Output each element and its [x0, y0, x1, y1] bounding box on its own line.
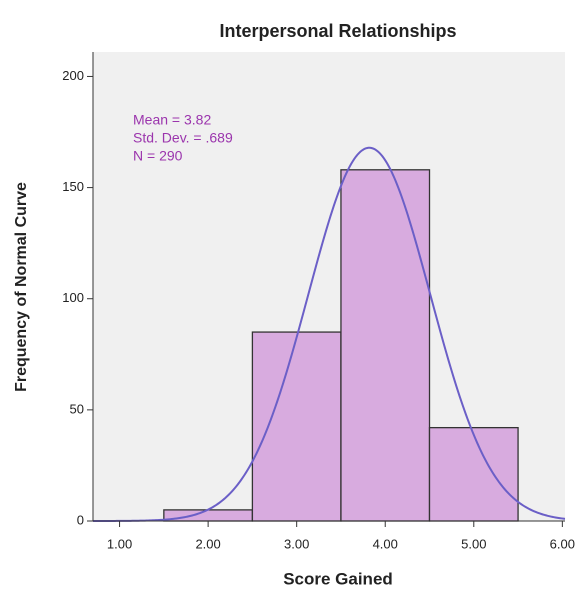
y-tick-label: 50	[70, 401, 84, 416]
stat-annotation: Std. Dev. = .689	[133, 130, 233, 146]
y-tick-label: 100	[62, 290, 84, 305]
x-axis-label: Score Gained	[283, 569, 393, 588]
stat-annotation: N = 290	[133, 148, 183, 164]
stat-annotation: Mean = 3.82	[133, 112, 211, 128]
normal-curve	[93, 146, 566, 522]
y-tick-label: 150	[62, 179, 84, 194]
bar	[428, 426, 519, 522]
y-axis-label: Frequency of Normal Curve	[13, 182, 30, 392]
bar	[340, 169, 431, 522]
x-tick-label: 4.00	[373, 536, 398, 551]
bar	[251, 331, 342, 522]
x-tick-label: 6.00	[550, 536, 575, 551]
chart-title: Interpersonal Relationships	[219, 21, 456, 41]
y-tick-label: 0	[77, 512, 84, 527]
x-tick-label: 5.00	[461, 536, 486, 551]
y-tick-label: 200	[62, 68, 84, 83]
x-tick-label: 3.00	[284, 536, 309, 551]
x-tick-label: 1.00	[107, 536, 132, 551]
x-tick-label: 2.00	[195, 536, 220, 551]
